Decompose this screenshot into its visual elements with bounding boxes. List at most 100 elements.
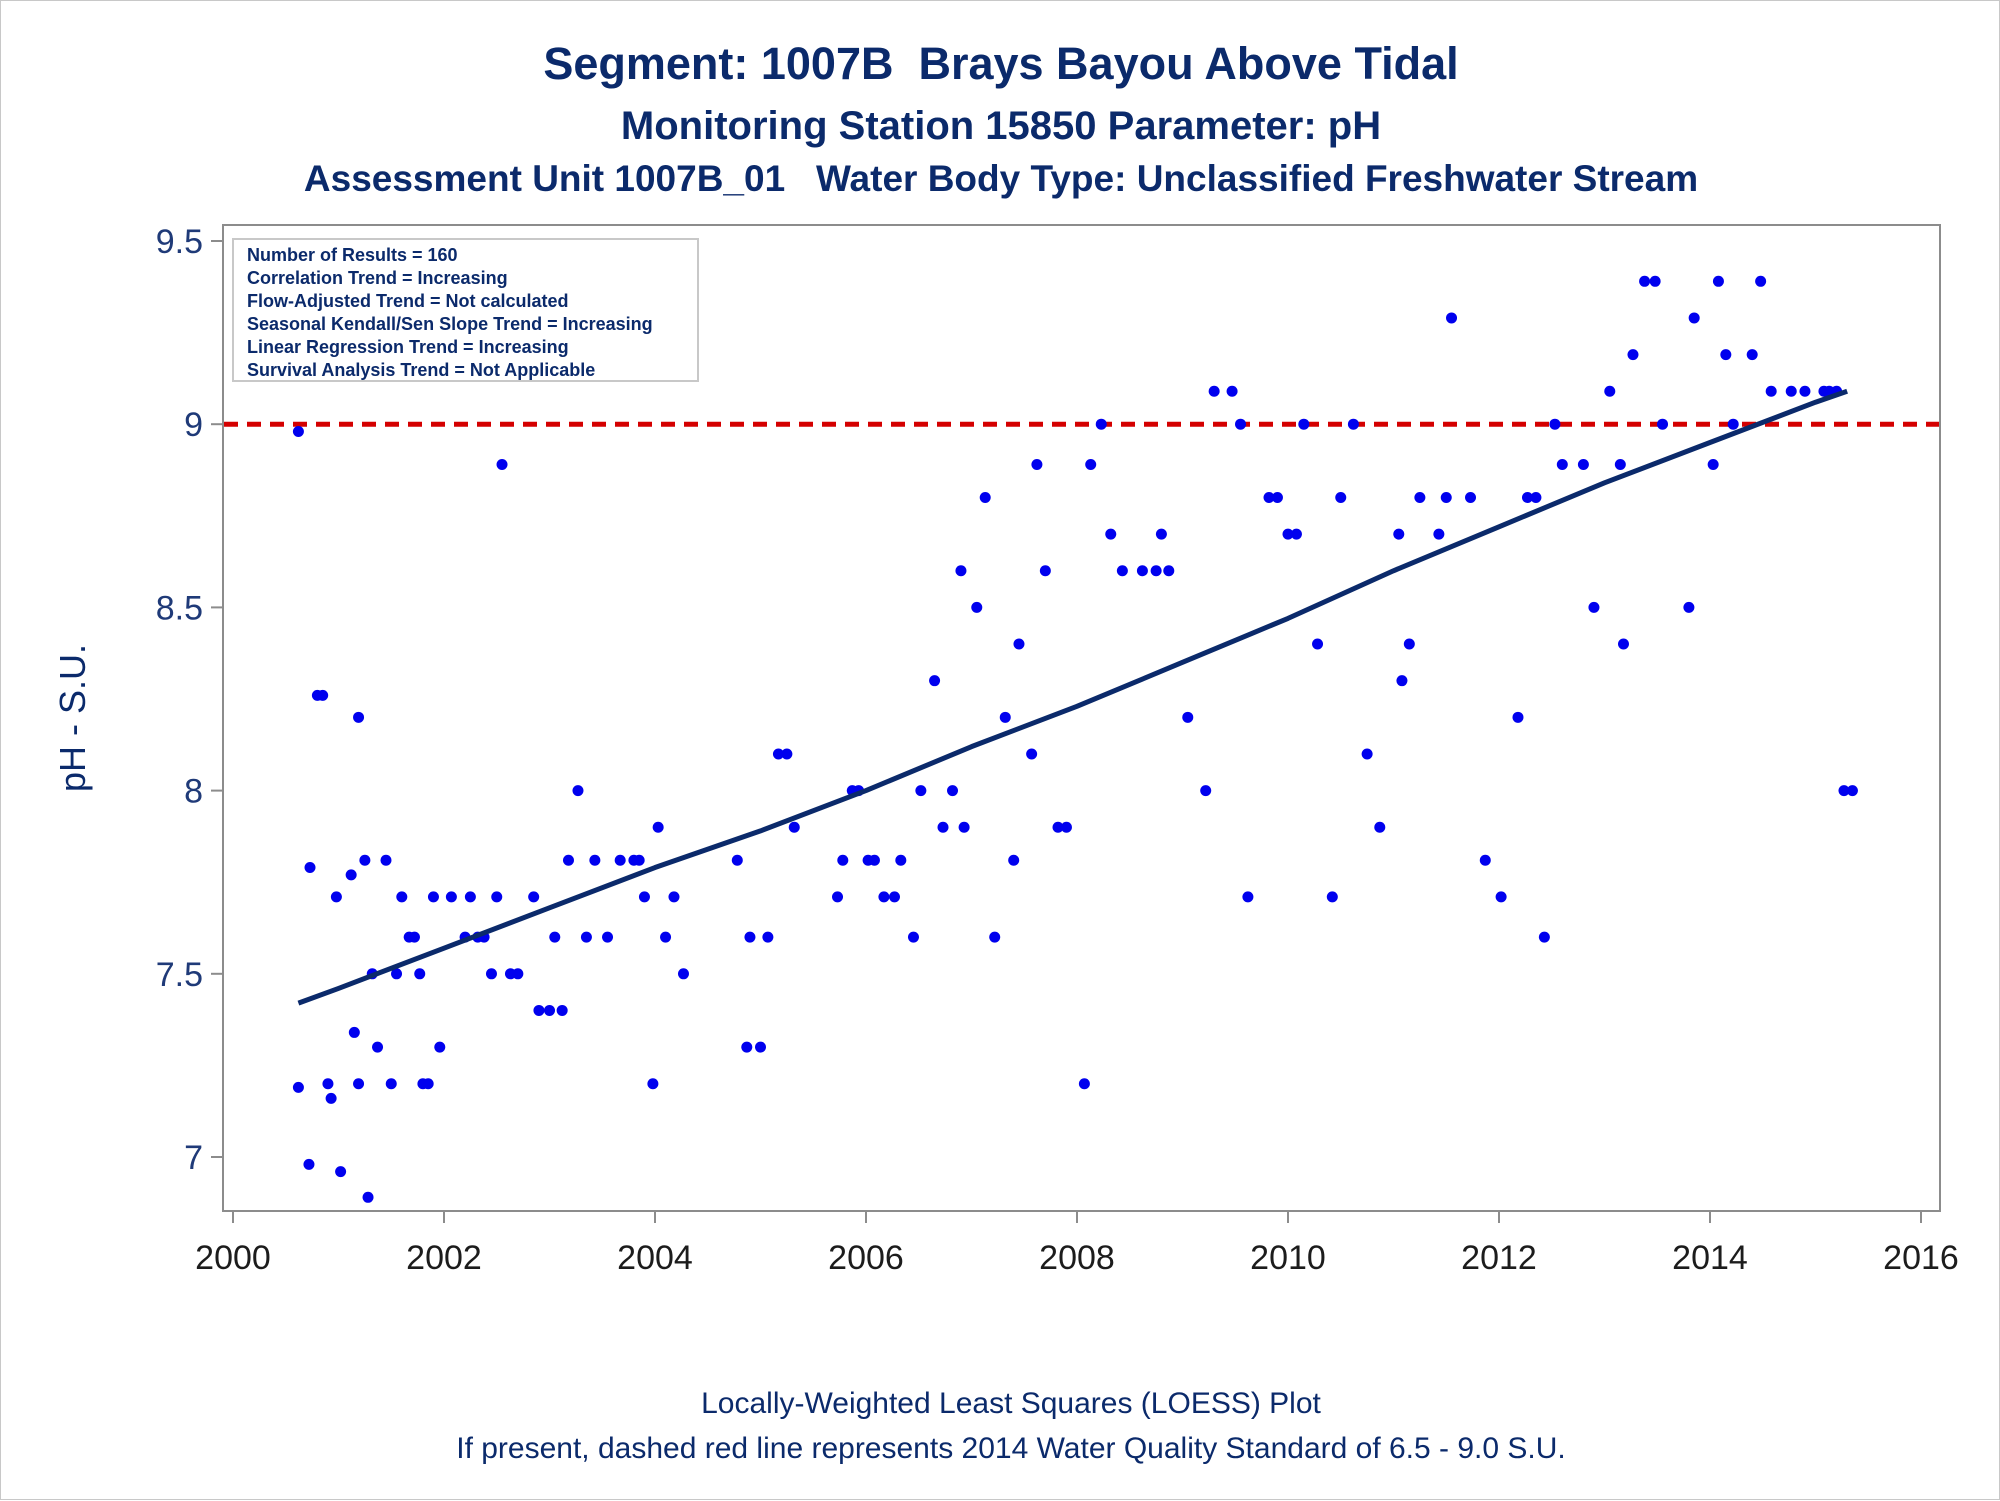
data-point <box>1060 821 1072 833</box>
data-point <box>1799 385 1811 397</box>
data-point <box>989 931 1001 943</box>
data-point <box>1263 491 1275 503</box>
data-point <box>528 891 540 903</box>
data-point <box>1521 491 1533 503</box>
data-point <box>304 862 316 874</box>
data-point <box>512 968 524 980</box>
data-point <box>1155 528 1167 540</box>
data-point <box>380 854 392 866</box>
x-tick-label: 2004 <box>617 1239 693 1277</box>
data-point <box>1657 418 1669 430</box>
data-point <box>781 748 793 760</box>
data-point <box>562 854 574 866</box>
data-point <box>971 601 983 613</box>
y-tick-label: 9 <box>184 406 203 444</box>
data-point <box>1785 385 1797 397</box>
stat-correlation: Correlation Trend = Increasing <box>247 268 508 288</box>
data-point <box>895 854 907 866</box>
data-point <box>396 891 408 903</box>
data-point <box>979 491 991 503</box>
data-point <box>1688 312 1700 324</box>
data-point <box>353 711 365 723</box>
data-point <box>1465 491 1477 503</box>
data-point <box>1347 418 1359 430</box>
data-point <box>1085 459 1097 471</box>
data-point <box>1163 565 1175 577</box>
data-point <box>1604 385 1616 397</box>
data-point <box>731 854 743 866</box>
data-point <box>1150 565 1162 577</box>
data-point <box>1440 491 1452 503</box>
x-tick-label: 2006 <box>828 1239 904 1277</box>
data-point <box>491 891 503 903</box>
chart-title: Segment: 1007B Brays Bayou Above Tidal <box>543 38 1458 89</box>
data-point <box>633 854 645 866</box>
data-point <box>1182 711 1194 723</box>
data-point <box>1031 459 1043 471</box>
data-point <box>755 1041 766 1053</box>
data-point <box>1208 385 1220 397</box>
data-point <box>427 891 439 903</box>
data-point <box>1495 891 1507 903</box>
data-point <box>330 891 342 903</box>
footnote-standard: If present, dashed red line represents 2… <box>456 1432 1566 1465</box>
data-point <box>907 931 919 943</box>
data-point <box>832 891 844 903</box>
data-point <box>1312 638 1324 650</box>
data-point <box>322 1078 334 1090</box>
data-point <box>317 689 329 701</box>
stat-survival-analysis: Survival Analysis Trend = Not Applicable <box>247 360 595 380</box>
stats-inset: Number of Results = 160 Correlation Tren… <box>232 238 699 382</box>
data-point <box>1403 638 1415 650</box>
stat-linear-regression: Linear Regression Trend = Increasing <box>247 337 569 357</box>
data-point <box>1446 312 1458 324</box>
data-point <box>1374 821 1386 833</box>
data-point <box>915 785 927 797</box>
data-point <box>1720 349 1732 361</box>
data-point <box>1282 528 1294 540</box>
data-point <box>1746 349 1758 361</box>
chart-subtitle: Monitoring Station 15850 Parameter: pH <box>621 104 1381 148</box>
y-axis: 7 7.5 8 8.5 9 9.5 <box>156 223 223 1177</box>
x-tick-label: 2016 <box>1883 1239 1959 1277</box>
data-point <box>572 785 584 797</box>
data-point <box>1712 275 1724 287</box>
data-point <box>660 931 672 943</box>
data-point <box>652 821 664 833</box>
data-point <box>408 931 420 943</box>
data-point <box>1433 528 1445 540</box>
data-point <box>1361 748 1373 760</box>
data-point <box>788 821 800 833</box>
data-point <box>929 675 941 687</box>
data-point <box>1116 565 1128 577</box>
data-point <box>1414 491 1426 503</box>
data-point <box>888 891 900 903</box>
data-point <box>614 854 626 866</box>
data-point <box>1846 785 1858 797</box>
data-point <box>359 854 371 866</box>
data-point <box>325 1092 337 1104</box>
data-point <box>1755 275 1767 287</box>
data-point <box>372 1041 384 1053</box>
x-tick-label: 2000 <box>195 1239 271 1277</box>
data-point <box>1095 418 1107 430</box>
data-point <box>762 931 774 943</box>
data-point <box>414 968 426 980</box>
data-point <box>1335 491 1347 503</box>
y-tick-label: 8.5 <box>156 589 203 627</box>
data-point <box>647 1078 659 1090</box>
data-point <box>1136 565 1148 577</box>
data-point <box>345 869 357 881</box>
x-tick-label: 2012 <box>1461 1239 1537 1277</box>
y-tick-label: 9.5 <box>156 223 203 261</box>
data-point <box>1242 891 1254 903</box>
data-point <box>303 1158 315 1170</box>
data-point <box>1013 638 1025 650</box>
data-point <box>589 854 601 866</box>
stats-inset-box <box>232 238 699 382</box>
data-point <box>1649 275 1661 287</box>
data-point <box>556 1004 568 1016</box>
data-point <box>955 565 967 577</box>
x-tick-label: 2010 <box>1250 1239 1326 1277</box>
